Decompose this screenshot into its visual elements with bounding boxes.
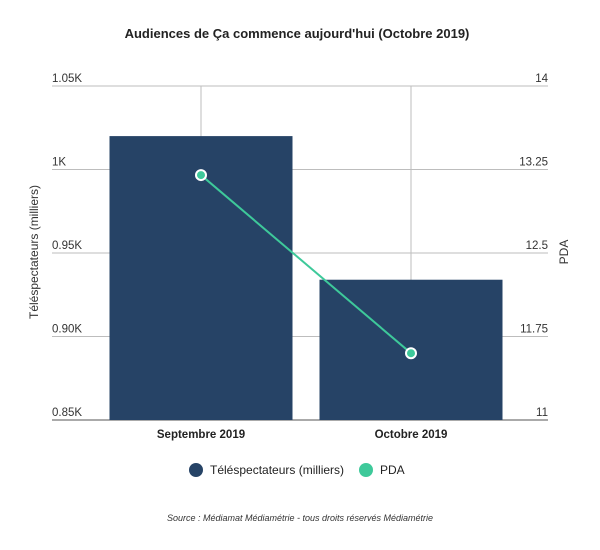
y-axis-left-ticks: 0.85K 0.90K 0.95K 1K 1.05K [52,73,82,419]
legend-label-viewers: Téléspectateurs (milliers) [210,463,344,477]
legend-marker-pda [359,463,373,477]
x-tick-label: Octobre 2019 [375,429,448,441]
pda-point [405,347,417,360]
y-right-tick-label: 13.25 [519,157,548,169]
y-left-tick-label: 0.95K [52,240,82,252]
source-note: Source : Médiamat Médiamétrie - tous dro… [167,513,433,523]
y-right-tick-label: 11.75 [520,324,548,336]
legend-label-pda: PDA [380,463,405,477]
y-left-tick-label: 0.85K [52,407,82,419]
y-axis-right-label: PDA [557,240,571,265]
y-right-tick-label: 14 [535,73,548,85]
y-left-tick-label: 1K [52,157,66,169]
y-right-tick-label: 12.5 [526,240,548,252]
pda-line-layer [195,169,417,360]
chart-title: Audiences de Ça commence aujourd'hui (Oc… [125,26,470,41]
y-axis-left-label: Téléspectateurs (milliers) [27,185,41,319]
x-axis-ticks: Septembre 2019 Octobre 2019 [157,429,448,441]
pda-point [195,169,207,182]
y-right-tick-label: 11 [536,407,548,419]
x-tick-label: Septembre 2019 [157,429,245,441]
y-axis-right-ticks: 11 11.75 12.5 13.25 14 [519,73,548,419]
y-left-tick-label: 0.90K [52,324,82,336]
bar-viewers [109,136,293,420]
bars [109,136,503,420]
pda-line [200,174,412,354]
y-left-tick-label: 1.05K [52,73,82,85]
legend: Téléspectateurs (milliers) PDA [189,463,405,477]
legend-marker-viewers [189,463,203,477]
